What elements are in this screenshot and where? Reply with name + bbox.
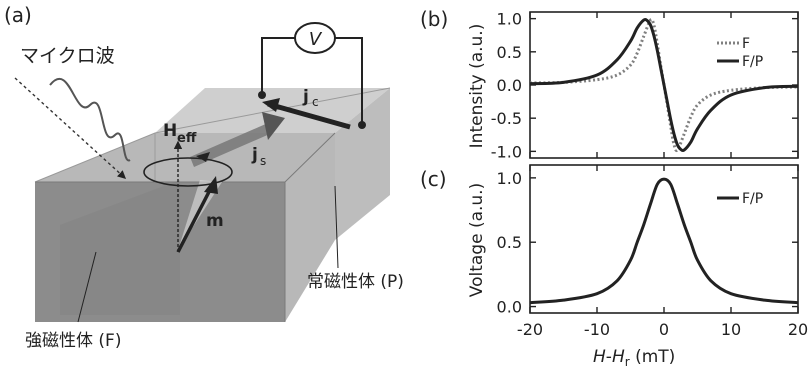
panel-a: (a) V j c j s マイクロ波 (4, 3, 404, 351)
ferromagnet-side-shade (285, 133, 335, 322)
ferromagnet-front-face (35, 182, 285, 322)
y-tick-label: -0.5 (491, 109, 522, 128)
js-label-sub: s (260, 154, 266, 168)
panel-c-x-ticks: -20 -10 0 10 20 (517, 165, 808, 339)
panel-c-series (529, 177, 799, 305)
voltmeter-wire-right (335, 37, 363, 125)
heff-label-sub: eff (177, 131, 197, 146)
xlabel-sub: r (625, 355, 630, 369)
js-arrow-shaft (190, 123, 272, 167)
series-line-fp (529, 17, 799, 153)
x-tick-label: -20 (517, 320, 543, 339)
paramagnet-leader-line (334, 185, 339, 269)
microwave-wave (49, 77, 131, 162)
panel-c-y-ticks: 1.0 0.5 0.0 (497, 169, 798, 317)
js-arrow-head (262, 112, 285, 140)
microwave-direction-arrow (14, 77, 127, 179)
precession-orbit (143, 157, 233, 187)
voltmeter-icon (294, 22, 336, 54)
panel-c: (c) 1.0 0.5 0.0 -20 -10 0 10 20 Voltage (a.u.)… (420, 164, 808, 369)
panel-c-x-axis-label: H-Hr (mT) (593, 347, 675, 369)
voltmeter-label: V (309, 29, 323, 50)
panel-c-y-axis-label: Voltage (a.u.) (467, 183, 487, 297)
panel-b-y-ticks: 1.0 0.5 0.0 -0.5 -1.0 (491, 10, 798, 161)
panel-b-x-ticks (529, 12, 799, 158)
ferromagnet-shadow (60, 180, 180, 315)
y-tick-label: 0.0 (497, 298, 522, 317)
panel-b-label: (b) (420, 7, 448, 31)
ferromagnet-leader-line (77, 251, 97, 323)
legend-label-fp: F/P (742, 54, 763, 70)
jc-arrow-head (262, 98, 280, 112)
y-tick-label: -1.0 (491, 142, 522, 161)
electrode-left (258, 91, 266, 99)
xlabel-h: H (593, 347, 606, 367)
panel-c-label: (c) (420, 167, 447, 191)
paramagnet-front-face (285, 133, 335, 322)
voltmeter-wire-left (261, 37, 295, 95)
panel-c-legend: F/P (717, 191, 763, 207)
y-tick-label: 1.0 (497, 169, 522, 188)
legend-label-fp-c: F/P (742, 191, 763, 207)
jc-arrow-shaft (267, 101, 351, 130)
m-label: m (206, 211, 224, 231)
series-line-fp (529, 177, 799, 305)
xlabel-unit: (mT) (630, 347, 676, 367)
panel-b-y-axis-label: Intensity (a.u.) (467, 24, 487, 149)
panel-c-plot-frame (529, 164, 799, 314)
x-tick-label: 10 (721, 320, 741, 339)
y-tick-label: 0.0 (497, 76, 522, 95)
legend-label-f: F (742, 36, 750, 52)
microwave-label: マイクロ波 (20, 45, 115, 67)
panel-b-legend: F F/P (717, 36, 763, 70)
heff-label-main: H (163, 121, 177, 141)
js-label-main: j (251, 145, 258, 165)
y-tick-label: 0.5 (497, 43, 522, 62)
jc-label-sub: c (312, 95, 319, 109)
electrode-right (358, 121, 366, 129)
panel-a-label: (a) (4, 3, 32, 27)
jc-label-main: j (302, 87, 309, 107)
xlabel-dash: - (606, 347, 612, 367)
y-tick-label: 0.5 (497, 233, 522, 252)
paramagnet-label: 常磁性体 (P) (307, 272, 404, 292)
precession-arrow-head (196, 152, 210, 162)
xlabel-hr: H (612, 347, 625, 367)
ferromagnet-label: 強磁性体 (F) (25, 331, 121, 351)
y-tick-label: 1.0 (497, 10, 522, 29)
panel-b-series (529, 17, 799, 153)
m-arrow-shaft (176, 185, 214, 253)
m-arrow-head (204, 176, 218, 194)
x-tick-label: -10 (584, 320, 610, 339)
panel-b: (b) 1.0 0.5 0.0 -0.5 -1.0 Intensity (a.u.) F… (420, 7, 799, 161)
x-tick-label: 0 (659, 320, 669, 339)
x-tick-label: 20 (788, 320, 808, 339)
